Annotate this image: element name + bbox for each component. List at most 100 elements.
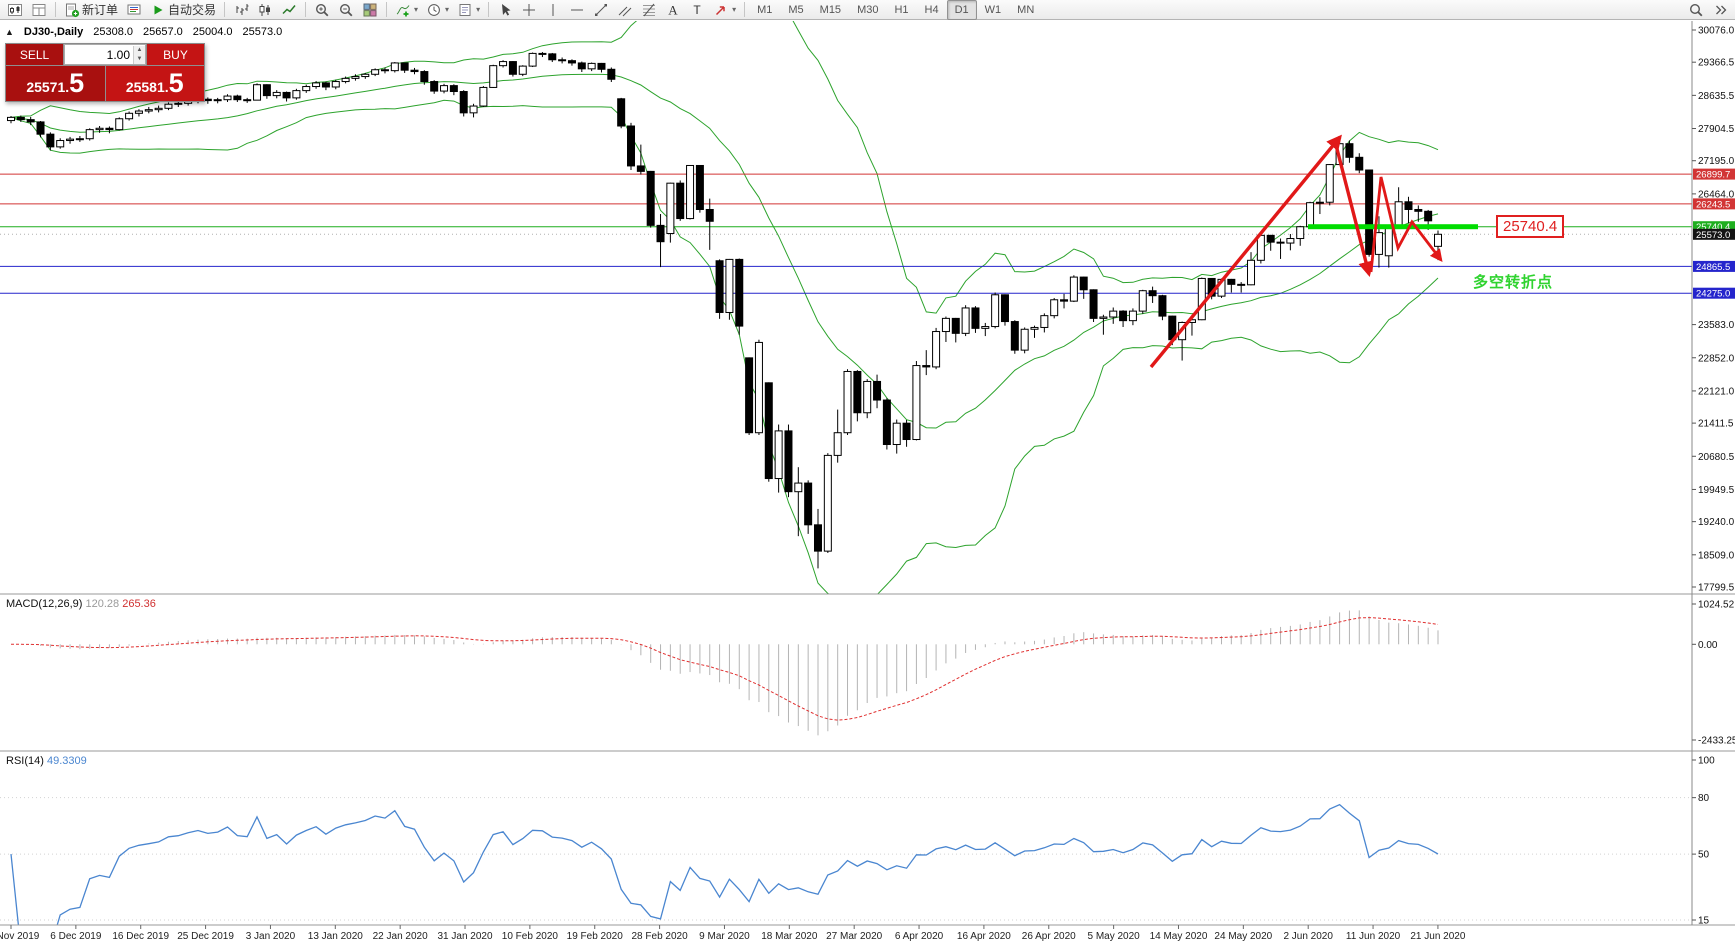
profiles-button[interactable] bbox=[27, 0, 51, 20]
macd-axis-label: 1024.52 bbox=[1698, 600, 1735, 611]
autotrade-button[interactable]: 自动交易 bbox=[146, 0, 220, 20]
candle bbox=[1414, 205, 1423, 222]
timeframe-m1-button[interactable]: M1 bbox=[749, 0, 780, 20]
tile-windows-icon bbox=[362, 2, 378, 18]
button-label: M5 bbox=[788, 3, 804, 16]
chart-window-button[interactable] bbox=[3, 0, 27, 20]
price-axis-tick-label: 26464.0 bbox=[1698, 189, 1735, 200]
tile-windows-button[interactable] bbox=[358, 0, 382, 20]
volume-value[interactable]: 1.00 bbox=[106, 47, 130, 62]
candle bbox=[1345, 140, 1354, 163]
candle bbox=[1158, 294, 1167, 321]
macd-indicator bbox=[11, 610, 1439, 736]
price-axis-tick-label: 21411.5 bbox=[1698, 419, 1734, 430]
candle bbox=[1050, 297, 1059, 319]
sell-price[interactable]: 25571. 5 bbox=[6, 66, 105, 101]
candle bbox=[853, 370, 862, 422]
pivot-annotation-text[interactable]: 多空转折点 bbox=[1473, 274, 1554, 291]
stepper-down-icon[interactable]: ▼ bbox=[134, 54, 145, 64]
bar-chart-button[interactable] bbox=[229, 0, 253, 20]
cursor-button[interactable] bbox=[493, 0, 517, 20]
candle bbox=[1276, 238, 1285, 259]
line-chart-icon bbox=[281, 2, 297, 18]
trend-arrow[interactable] bbox=[1334, 144, 1374, 277]
volume-field[interactable]: 1.00 ▲ ▼ bbox=[64, 44, 146, 65]
price-axis-tick-label: 20680.5 bbox=[1698, 452, 1735, 463]
new-order-button[interactable]: 新订单 bbox=[60, 0, 122, 20]
candle bbox=[164, 102, 173, 111]
volume-stepper[interactable]: ▲ ▼ bbox=[133, 45, 145, 64]
periods-button[interactable]: ▾ bbox=[422, 0, 453, 20]
candle bbox=[991, 292, 1000, 329]
trend-arrow[interactable] bbox=[1369, 176, 1443, 273]
time-axis[interactable]: 27 Nov 2019 6 Dec 2019 16 Dec 2019 25 Dec 2… bbox=[0, 925, 1466, 942]
buy-price[interactable]: 25581. 5 bbox=[105, 66, 204, 101]
timeframe-mn-button[interactable]: MN bbox=[1009, 0, 1042, 20]
timeframe-d1-button[interactable]: D1 bbox=[946, 0, 977, 20]
candle bbox=[1020, 327, 1029, 354]
fibonacci-button[interactable] bbox=[637, 0, 661, 20]
time-axis-label: 6 Apr 2020 bbox=[895, 931, 944, 942]
trend-arrow[interactable] bbox=[1149, 134, 1342, 369]
candle bbox=[469, 103, 478, 118]
trendline-button[interactable] bbox=[589, 0, 613, 20]
indicators-button[interactable]: ▾ bbox=[391, 0, 422, 20]
candle bbox=[1079, 276, 1088, 299]
zoom-out-icon bbox=[338, 2, 354, 18]
sell-button[interactable]: SELL bbox=[6, 44, 63, 65]
candle bbox=[302, 84, 311, 93]
candle bbox=[971, 306, 980, 333]
timeframe-m15-button[interactable]: M15 bbox=[812, 0, 849, 20]
line-chart-button[interactable] bbox=[277, 0, 301, 20]
zoom-out-button[interactable] bbox=[334, 0, 358, 20]
candlestick-chart-button[interactable] bbox=[253, 0, 277, 20]
candle bbox=[646, 170, 655, 228]
button-label: 自动交易 bbox=[168, 3, 217, 17]
toolbar-separator bbox=[305, 2, 307, 17]
buy-button[interactable]: BUY bbox=[147, 44, 204, 65]
trend-arrows[interactable] bbox=[1149, 134, 1443, 369]
timeframe-m30-button[interactable]: M30 bbox=[849, 0, 886, 20]
sell-price-main: 25571. bbox=[26, 79, 70, 95]
support-level-price-label[interactable]: 25740.4 bbox=[1496, 215, 1565, 238]
chevron-down-icon: ▾ bbox=[445, 5, 450, 14]
candle bbox=[430, 80, 439, 94]
crosshair-button[interactable] bbox=[517, 0, 541, 20]
expand-button[interactable] bbox=[1708, 0, 1732, 20]
time-axis-label: 21 Jun 2020 bbox=[1410, 931, 1465, 942]
market-watch-button[interactable] bbox=[122, 0, 146, 20]
timeframe-m5-button[interactable]: M5 bbox=[780, 0, 811, 20]
channel-button[interactable] bbox=[613, 0, 637, 20]
text-label-button[interactable]: T bbox=[685, 0, 709, 20]
timeframe-w1-button[interactable]: W1 bbox=[977, 0, 1010, 20]
time-axis-label: 11 Jun 2020 bbox=[1346, 931, 1401, 942]
stepper-up-icon[interactable]: ▲ bbox=[134, 45, 145, 55]
price-axis[interactable]: 30076.0 29366.5 28635.5 27904.5 27195.0 26464… bbox=[1692, 26, 1735, 927]
candle bbox=[75, 135, 84, 142]
horizontal-line-button[interactable] bbox=[565, 0, 589, 20]
indicators-icon bbox=[395, 2, 411, 18]
trade-panel-toggle-icon[interactable]: ▲ bbox=[5, 27, 14, 37]
candle bbox=[66, 136, 75, 144]
chart-window[interactable]: 30076.0 29366.5 28635.5 27904.5 27195.0 26464… bbox=[0, 21, 1735, 944]
zoom-in-button[interactable] bbox=[310, 0, 334, 20]
candle bbox=[1247, 252, 1256, 286]
search-button[interactable] bbox=[1684, 0, 1708, 20]
text-button[interactable]: A bbox=[661, 0, 685, 20]
candle bbox=[902, 420, 911, 447]
svg-text:26243.5: 26243.5 bbox=[1696, 199, 1730, 210]
vertical-line-button[interactable] bbox=[541, 0, 565, 20]
timeframe-h4-button[interactable]: H4 bbox=[917, 0, 947, 20]
price-axis-tick-label: 17799.5 bbox=[1698, 582, 1735, 593]
candle bbox=[312, 81, 321, 89]
template-button[interactable]: ▾ bbox=[453, 0, 484, 20]
price-chart[interactable]: 30076.0 29366.5 28635.5 27904.5 27195.0 26464… bbox=[0, 21, 1735, 944]
candle bbox=[16, 115, 25, 122]
price-axis-tick-label: 22121.0 bbox=[1698, 386, 1735, 397]
candle bbox=[617, 97, 626, 129]
candle bbox=[1040, 313, 1049, 333]
candle bbox=[567, 59, 576, 66]
new-order-icon bbox=[64, 2, 80, 18]
timeframe-h1-button[interactable]: H1 bbox=[886, 0, 916, 20]
arrows-button[interactable]: ▾ bbox=[709, 0, 740, 20]
